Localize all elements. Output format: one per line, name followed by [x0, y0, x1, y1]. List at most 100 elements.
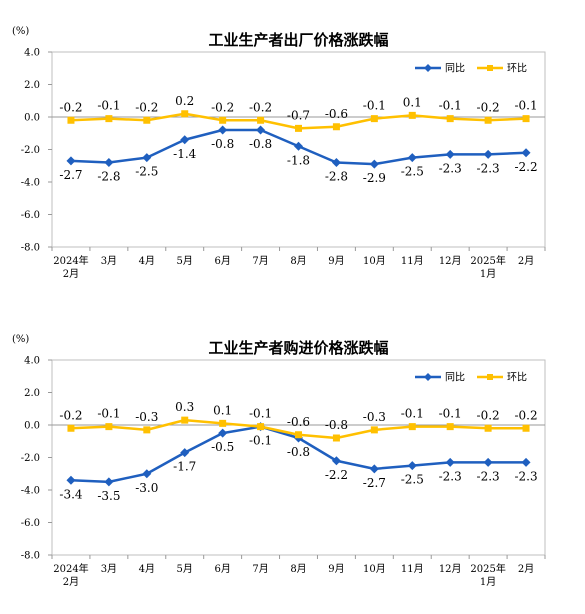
y-tick-label: -8.0	[21, 551, 40, 562]
x-tick-label: 11月	[401, 563, 424, 575]
legend-marker	[487, 374, 493, 380]
data-point-mom	[522, 115, 530, 123]
legend-marker	[487, 65, 493, 71]
data-label-mom: -0.1	[97, 407, 120, 421]
data-label-mom: -0.1	[514, 99, 537, 113]
y-tick-label: -6.0	[21, 518, 40, 529]
x-tick-label: 7月	[252, 255, 268, 267]
data-label-mom: -0.1	[439, 99, 462, 113]
data-label-yoy: -3.4	[59, 487, 83, 501]
data-point-mom	[484, 116, 492, 124]
data-point-mom	[181, 110, 189, 118]
x-tick-label: 10月	[363, 255, 386, 267]
data-point-mom	[105, 423, 113, 431]
data-label-mom: -0.3	[135, 410, 158, 424]
data-point-mom	[408, 423, 416, 431]
data-point-mom	[370, 426, 378, 434]
data-label-yoy: -2.3	[477, 469, 500, 483]
data-point-yoy	[66, 475, 76, 485]
x-tick-label: 2024年	[53, 254, 88, 267]
data-point-mom	[295, 431, 302, 439]
x-tick-label: 1月	[480, 268, 496, 280]
data-label-mom: -0.2	[135, 100, 158, 114]
data-point-yoy	[294, 141, 303, 151]
x-tick-label: 9月	[328, 563, 344, 575]
legend-label: 环比	[507, 63, 527, 75]
x-tick-label: 3月	[101, 255, 117, 267]
y-tick-label: 4.0	[24, 356, 40, 367]
x-tick-label: 8月	[290, 255, 306, 267]
data-point-mom	[105, 115, 113, 123]
data-point-mom	[522, 424, 530, 432]
data-label-yoy: -2.7	[59, 168, 82, 182]
data-point-mom	[484, 424, 492, 432]
data-label-yoy: -2.9	[363, 171, 386, 185]
data-point-yoy	[104, 477, 114, 487]
data-label-yoy: -0.8	[249, 137, 272, 151]
data-label-mom: -0.1	[97, 99, 120, 113]
data-label-yoy: -1.8	[287, 153, 310, 167]
data-point-mom	[446, 423, 454, 431]
data-point-mom	[181, 416, 189, 424]
data-point-yoy	[483, 457, 493, 467]
x-tick-label: 2月	[63, 268, 79, 280]
y-tick-label: 0.0	[24, 421, 40, 432]
x-tick-label: 3月	[101, 563, 117, 575]
data-label-mom: 0.1	[403, 95, 422, 109]
data-label-mom: -0.8	[325, 418, 348, 432]
data-point-yoy	[445, 149, 455, 159]
data-point-yoy	[483, 149, 493, 159]
data-point-yoy	[256, 125, 266, 135]
data-label-mom: -0.6	[325, 107, 348, 121]
data-label-mom: -0.1	[249, 407, 272, 421]
legend-label: 同比	[445, 372, 465, 384]
data-label-yoy: -2.3	[477, 161, 500, 175]
data-point-mom	[67, 424, 75, 432]
data-point-yoy	[521, 457, 531, 467]
data-label-mom: -0.2	[249, 100, 272, 114]
y-tick-label: -2.0	[21, 145, 40, 156]
x-tick-label: 2月	[518, 255, 534, 267]
x-tick-label: 5月	[177, 255, 193, 267]
data-point-mom	[143, 426, 151, 434]
chart-output-price: (%) 工业生产者出厂价格涨跌幅 4.0 2.0 0.0 -2.0 -4.0 -6.0 -8.0…	[12, 26, 546, 280]
x-tick-label: 1月	[480, 576, 496, 588]
data-label-mom: -0.1	[401, 407, 424, 421]
data-point-mom	[332, 434, 340, 442]
x-tick-label: 9月	[328, 255, 344, 267]
data-label-mom: -0.1	[363, 99, 386, 113]
data-point-mom	[332, 123, 340, 131]
data-label-yoy: -0.8	[211, 137, 234, 151]
data-point-yoy	[180, 448, 190, 458]
data-label-yoy: -0.1	[249, 434, 272, 448]
data-label-mom: -0.2	[477, 408, 500, 422]
legend-label: 环比	[507, 372, 527, 384]
data-label-yoy: -3.5	[97, 489, 120, 503]
x-tick-label: 5月	[177, 563, 193, 575]
y-tick-label: 2.0	[24, 80, 40, 91]
data-label-yoy: -2.2	[325, 468, 348, 482]
x-tick-label: 11月	[401, 255, 424, 267]
data-label-yoy: -1.7	[173, 460, 196, 474]
data-point-yoy	[369, 159, 379, 169]
y-tick-label: -8.0	[21, 243, 40, 254]
data-label-mom: 0.2	[175, 94, 194, 108]
data-label-mom: 0.1	[213, 403, 232, 417]
data-label-mom: -0.2	[211, 100, 234, 114]
x-tick-label: 2025年	[470, 562, 505, 575]
legend-marker	[424, 373, 432, 381]
x-tick-label: 7月	[252, 563, 268, 575]
data-point-yoy	[218, 125, 228, 135]
data-label-yoy: -2.7	[363, 476, 386, 490]
x-tick-label: 12月	[439, 255, 462, 267]
data-label-mom: -0.7	[287, 108, 310, 122]
data-point-yoy	[445, 457, 455, 467]
data-point-yoy	[521, 148, 531, 158]
data-point-yoy	[142, 469, 152, 479]
x-tick-label: 6月	[214, 563, 230, 575]
data-label-yoy: -2.5	[135, 165, 158, 179]
data-point-yoy	[407, 461, 417, 471]
data-label-yoy: -2.3	[439, 469, 462, 483]
data-point-mom	[446, 115, 454, 123]
